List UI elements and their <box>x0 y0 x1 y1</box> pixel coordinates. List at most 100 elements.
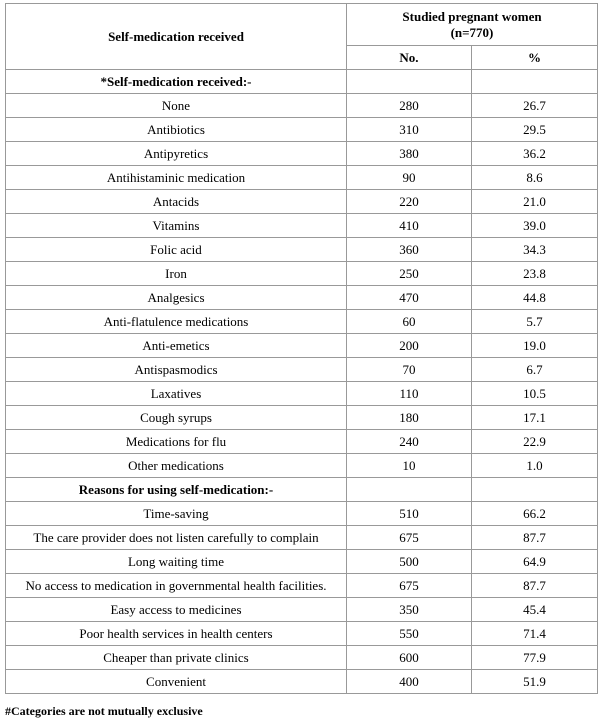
data-row: Anti-emetics 200 19.0 <box>5 333 598 358</box>
row-label: Easy access to medicines <box>5 597 347 622</box>
count-cell: 220 <box>346 189 472 214</box>
no-header: No. <box>346 45 472 70</box>
percent-cell: 17.1 <box>471 405 598 430</box>
data-row: Other medications 10 1.0 <box>5 453 598 478</box>
header-row: Self-medication received Studied pregnan… <box>5 3 598 70</box>
data-row: The care provider does not listen carefu… <box>5 525 598 550</box>
count-cell: 180 <box>346 405 472 430</box>
group-n: (n=770) <box>450 24 494 40</box>
count-cell: 280 <box>346 93 472 118</box>
percent-cell: 29.5 <box>471 117 598 142</box>
table-body: Self-medication received Studied pregnan… <box>5 3 598 694</box>
percent-cell: 5.7 <box>471 309 598 334</box>
data-row: Folic acid 360 34.3 <box>5 237 598 262</box>
data-row: Antispasmodics 70 6.7 <box>5 357 598 382</box>
section-title: Reasons for using self-medication:- <box>5 477 347 502</box>
empty-cell <box>346 477 472 502</box>
section-title: *Self-medication received:- <box>5 69 347 94</box>
percent-cell: 51.9 <box>471 669 598 694</box>
data-row: Antacids 220 21.0 <box>5 189 598 214</box>
percent-cell: 45.4 <box>471 597 598 622</box>
section-row: *Self-medication received:- <box>5 69 598 94</box>
percent-cell: 22.9 <box>471 429 598 454</box>
data-row: Laxatives 110 10.5 <box>5 381 598 406</box>
percent-cell: 44.8 <box>471 285 598 310</box>
data-row: Antipyretics 380 36.2 <box>5 141 598 166</box>
empty-cell <box>346 69 472 94</box>
row-label: No access to medication in governmental … <box>5 573 347 598</box>
data-row: Vitamins 410 39.0 <box>5 213 598 238</box>
data-row: Cough syrups 180 17.1 <box>5 405 598 430</box>
count-cell: 110 <box>346 381 472 406</box>
count-cell: 70 <box>346 357 472 382</box>
data-row: Iron 250 23.8 <box>5 261 598 286</box>
row-label: None <box>5 93 347 118</box>
percent-cell: 66.2 <box>471 501 598 526</box>
row-label: Analgesics <box>5 285 347 310</box>
count-cell: 380 <box>346 141 472 166</box>
count-cell: 90 <box>346 165 472 190</box>
percent-cell: 87.7 <box>471 525 598 550</box>
count-cell: 510 <box>346 501 472 526</box>
percent-cell: 19.0 <box>471 333 598 358</box>
count-cell: 470 <box>346 285 472 310</box>
percent-cell: 1.0 <box>471 453 598 478</box>
subheader-row: No. % <box>6 45 598 70</box>
percent-cell: 77.9 <box>471 645 598 670</box>
count-cell: 240 <box>346 429 472 454</box>
count-cell: 550 <box>346 621 472 646</box>
data-table: Self-medication received Studied pregnan… <box>5 3 598 694</box>
percent-cell: 39.0 <box>471 213 598 238</box>
count-cell: 410 <box>346 213 472 238</box>
count-cell: 600 <box>346 645 472 670</box>
row-label: Iron <box>5 261 347 286</box>
percent-cell: 10.5 <box>471 381 598 406</box>
percent-cell: 21.0 <box>471 189 598 214</box>
data-row: No access to medication in governmental … <box>5 573 598 598</box>
row-label: Antacids <box>5 189 347 214</box>
percent-cell: 23.8 <box>471 261 598 286</box>
count-cell: 400 <box>346 669 472 694</box>
percent-cell: 8.6 <box>471 165 598 190</box>
count-cell: 10 <box>346 453 472 478</box>
count-cell: 250 <box>346 261 472 286</box>
count-cell: 310 <box>346 117 472 142</box>
group-header: Studied pregnant women (n=770) <box>346 3 598 46</box>
row-label: Medications for flu <box>5 429 347 454</box>
percent-cell: 87.7 <box>471 573 598 598</box>
section-row: Reasons for using self-medication:- <box>5 477 598 502</box>
row-label: Vitamins <box>5 213 347 238</box>
count-cell: 360 <box>346 237 472 262</box>
row-label: Cough syrups <box>5 405 347 430</box>
data-row: Cheaper than private clinics 600 77.9 <box>5 645 598 670</box>
empty-cell <box>471 477 598 502</box>
row-label: Antipyretics <box>5 141 347 166</box>
count-cell: 60 <box>346 309 472 334</box>
row-label: The care provider does not listen carefu… <box>5 525 347 550</box>
footnote: #Categories are not mutually exclusive <box>5 704 203 718</box>
percent-cell: 6.7 <box>471 357 598 382</box>
data-row: Poor health services in health centers 55… <box>5 621 598 646</box>
row-label: Anti-flatulence medications <box>5 309 347 334</box>
count-cell: 675 <box>346 525 472 550</box>
data-row: Analgesics 470 44.8 <box>5 285 598 310</box>
data-row: Antibiotics 310 29.5 <box>5 117 598 142</box>
row-label: Long waiting time <box>5 549 347 574</box>
data-row: Long waiting time 500 64.9 <box>5 549 598 574</box>
percent-cell: 71.4 <box>471 621 598 646</box>
row-label: Antibiotics <box>5 117 347 142</box>
count-cell: 200 <box>346 333 472 358</box>
row-label: Anti-emetics <box>5 333 347 358</box>
percent-cell: 36.2 <box>471 141 598 166</box>
data-row: Medications for flu 240 22.9 <box>5 429 598 454</box>
row-label: Antispasmodics <box>5 357 347 382</box>
data-row: Easy access to medicines 350 45.4 <box>5 597 598 622</box>
data-row: Convenient 400 51.9 <box>5 669 598 694</box>
data-row: Anti-flatulence medications 60 5.7 <box>5 309 598 334</box>
row-label: Time-saving <box>5 501 347 526</box>
row-label: Laxatives <box>5 381 347 406</box>
group-title: Studied pregnant women <box>402 8 542 24</box>
row-label: Antihistaminic medication <box>5 165 347 190</box>
row-label: Convenient <box>5 669 347 694</box>
